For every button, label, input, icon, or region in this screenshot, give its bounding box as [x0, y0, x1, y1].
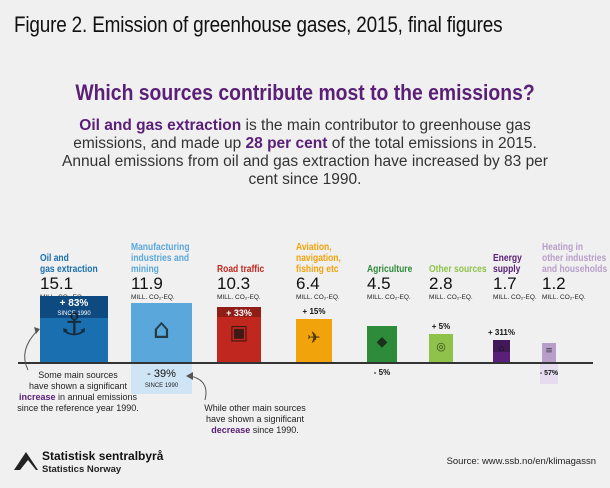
factory-icon: ⌂	[152, 314, 171, 345]
note-line: While other main sources	[204, 403, 306, 413]
increase-note: Some main sources have shown a significa…	[14, 370, 142, 414]
value-label: 15.1	[40, 274, 74, 293]
source-bar	[131, 303, 192, 362]
unit-label: MILL. CO₂-EQ.	[367, 294, 411, 301]
decrease-band	[131, 364, 192, 394]
increase-band	[217, 307, 261, 317]
unit-label: MILL. CO₂-EQ.	[542, 294, 586, 301]
note-text: since 1990.	[250, 425, 299, 435]
increase-band	[40, 296, 108, 318]
unit-label: MILL. CO₂-EQ.	[217, 294, 261, 301]
value-label: 1.7	[493, 274, 517, 293]
change-label: + 83%	[59, 298, 89, 309]
category-label: other industries	[542, 253, 607, 264]
source-bar	[367, 326, 397, 362]
car-icon: ▣	[229, 320, 249, 344]
category-label: Manufacturing	[131, 242, 190, 253]
category-label: and households	[542, 264, 608, 275]
intro-highlight: Oil and gas extraction	[79, 117, 242, 134]
note-decrease-word: decrease	[211, 425, 251, 435]
ssb-logo-icon	[14, 452, 38, 470]
change-label: + 15%	[302, 307, 326, 316]
change-label: + 33%	[226, 308, 252, 318]
intro-text-end: of the total emissions in 2015. Annual e…	[62, 135, 548, 188]
oil-platform-icon: ⚓	[60, 307, 88, 343]
unit-label: MILL. CO₂-EQ.	[131, 294, 175, 301]
note-line: decrease since 1990.	[195, 425, 315, 436]
change-label: - 39%	[147, 368, 176, 380]
source-bar	[217, 307, 261, 362]
category-label: gas extraction	[40, 264, 98, 275]
category-label: Road traffic	[217, 264, 265, 275]
increase-band	[493, 340, 510, 352]
category-label: navigation,	[296, 253, 341, 264]
note-line: Some main sources	[38, 370, 118, 380]
note-line: since the reference year 1990.	[17, 403, 139, 413]
decrease-band	[540, 364, 558, 384]
since-label: SINCE 1990	[144, 383, 179, 389]
change-label: - 5%	[373, 368, 391, 377]
logo-name: Statistisk sentralbyrå	[42, 449, 164, 463]
intro-paragraph: Oil and gas extraction is the main contr…	[60, 117, 550, 189]
category-label: industries and	[131, 253, 190, 264]
category-label: Oil and	[40, 253, 69, 264]
right-arrow-line	[189, 375, 207, 401]
unit-label: MILL. CO₂-EQ.	[493, 294, 537, 301]
unit-label: MILL. CO₂-EQ.	[296, 294, 340, 301]
chart-subtitle: Which sources contribute most to the emi…	[75, 80, 535, 105]
ssb-logo-text: Statistisk sentralbyrå Statistics Norway	[42, 450, 163, 476]
note-text: in annual emissions	[55, 392, 138, 402]
left-arrow-head	[34, 327, 40, 334]
source-bar	[493, 340, 510, 362]
source-link[interactable]: Source: www.ssb.no/en/klimagassn	[446, 456, 596, 467]
chart-baseline	[18, 362, 593, 364]
intro-text: is the main contributor to greenhouse ga…	[73, 117, 531, 152]
value-label: 2.8	[429, 274, 453, 293]
note-line: increase in annual emissions	[14, 392, 142, 403]
cow-icon: ◆	[376, 334, 388, 350]
unit-label: MILL. CO₂-EQ.	[429, 294, 473, 301]
safe-icon: ◎	[436, 340, 446, 353]
value-label: 1.2	[542, 274, 566, 293]
note-increase-word: increase	[18, 392, 56, 402]
power-tower-icon: ⌂	[498, 344, 505, 354]
category-label: Agriculture	[367, 264, 413, 275]
value-label: 6.4	[296, 274, 320, 293]
plane-ship-icon: ✈	[307, 328, 321, 347]
source-bar	[429, 334, 453, 362]
since-label: SINCE 1990	[57, 311, 91, 317]
note-line: have shown a significant	[28, 381, 128, 391]
right-arrow-head	[186, 372, 193, 380]
category-label: fishing etc	[296, 264, 339, 275]
category-label: Other sources	[429, 264, 487, 275]
logo-subtitle: Statistics Norway	[42, 464, 122, 475]
value-label: 4.5	[367, 274, 391, 293]
note-line: have shown a significant	[205, 414, 305, 424]
source-bar	[542, 343, 556, 362]
change-label: + 5%	[431, 322, 451, 331]
category-label: Energy	[493, 253, 522, 264]
source-bar	[296, 319, 332, 362]
change-label: - 57%	[539, 370, 559, 377]
category-label: Heating in	[542, 242, 584, 253]
decrease-note: While other main sources have shown a si…	[195, 403, 315, 436]
figure-title: Figure 2. Emission of greenhouse gases, …	[14, 12, 503, 37]
intro-percentage: 28 per cent	[245, 135, 328, 152]
category-label: Aviation,	[296, 242, 332, 253]
radiator-icon: ≡	[545, 346, 553, 356]
category-label: mining	[131, 264, 159, 275]
category-label: supply	[493, 264, 521, 275]
value-label: 10.3	[217, 274, 251, 293]
value-label: 11.9	[131, 274, 163, 293]
change-label: + 311%	[488, 328, 515, 337]
left-arrow-line	[24, 329, 39, 371]
